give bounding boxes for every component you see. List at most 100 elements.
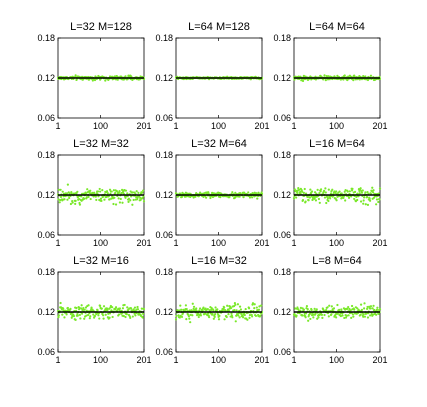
scatter-point	[336, 303, 339, 307]
scatter-point	[187, 315, 190, 318]
scatter-point	[238, 316, 241, 319]
scatter-point	[197, 315, 200, 319]
scatter-point	[359, 187, 362, 190]
scatter-point	[140, 307, 143, 310]
chart-panel: L=64 M=128 0.06 0.12 0.18 1 100 201	[155, 21, 269, 131]
scatter-point	[240, 312, 243, 316]
scatter-point	[258, 305, 261, 308]
y-tick-label: 0.12	[155, 190, 173, 200]
scatter-point	[362, 313, 365, 316]
scatter-point	[80, 312, 84, 315]
scatter-point	[59, 198, 62, 202]
scatter-point	[70, 316, 73, 319]
scatter-point	[297, 308, 300, 311]
scatter-point	[105, 190, 109, 193]
scatter-point	[372, 189, 375, 192]
y-tick-label: 0.18	[37, 150, 55, 160]
scatter-point	[251, 196, 254, 199]
scatter-point	[375, 198, 379, 201]
scatter-point	[378, 198, 381, 201]
scatter-point	[376, 306, 379, 309]
scatter-point	[133, 306, 137, 309]
scatter-point	[106, 192, 109, 195]
x-tick-label: 201	[254, 121, 269, 131]
scatter-point	[243, 313, 246, 317]
scatter-point	[57, 316, 60, 319]
scatter-point	[83, 308, 86, 311]
scatter-point	[80, 307, 83, 310]
scatter-point	[359, 313, 362, 316]
scatter-point	[88, 317, 91, 320]
scatter-point	[372, 191, 375, 194]
x-tick-label: 1	[291, 238, 296, 248]
scatter-point	[174, 318, 178, 321]
scatter-point	[367, 192, 370, 195]
scatter-point	[339, 312, 342, 315]
scatter-point	[365, 312, 368, 315]
scatter-point	[358, 192, 361, 195]
scatter-point	[104, 79, 107, 82]
scatter-point	[340, 192, 343, 195]
scatter-point	[74, 202, 77, 205]
scatter-point	[95, 313, 98, 316]
scatter-point	[260, 304, 263, 307]
scatter-point	[356, 307, 359, 310]
y-tick-label: 0.06	[155, 230, 173, 240]
scatter-point	[259, 314, 262, 317]
scatter-point	[131, 191, 134, 194]
scatter-point	[59, 188, 62, 191]
scatter-point	[314, 312, 317, 315]
scatter-point	[364, 191, 367, 194]
scatter-point	[78, 313, 82, 317]
scatter-point	[132, 198, 135, 202]
scatter-point	[87, 304, 90, 307]
scatter-point	[107, 312, 110, 315]
scatter-point	[375, 308, 379, 311]
scatter-point	[57, 314, 60, 317]
scatter-point	[188, 309, 191, 312]
scatter-point	[299, 306, 302, 309]
scatter-point	[347, 196, 351, 199]
scatter-point	[63, 198, 66, 201]
scatter-point	[335, 316, 338, 319]
x-tick-label: 100	[93, 238, 108, 248]
scatter-point	[351, 313, 355, 316]
scatter-point	[61, 313, 64, 316]
x-tick-label: 100	[329, 355, 344, 365]
scatter-point	[363, 302, 366, 305]
scatter-point	[177, 314, 180, 317]
scatter-point	[129, 316, 132, 319]
scatter-point	[327, 199, 330, 203]
scatter-point	[116, 78, 119, 81]
x-tick-label: 201	[254, 355, 269, 365]
scatter-point	[136, 308, 140, 311]
scatter-point	[131, 315, 134, 318]
y-tick-label: 0.18	[155, 267, 173, 277]
scatter-point	[348, 190, 351, 193]
scatter-point	[141, 196, 144, 199]
scatter-point	[297, 187, 300, 190]
scatter-point	[247, 191, 250, 194]
scatter-point	[230, 312, 233, 315]
scatter-point	[127, 197, 131, 200]
scatter-point	[96, 309, 99, 312]
scatter-point	[317, 316, 320, 319]
scatter-point	[302, 74, 305, 77]
x-tick-label: 100	[329, 238, 344, 248]
scatter-point	[192, 196, 195, 199]
scatter-point	[293, 78, 296, 81]
scatter-point	[336, 312, 339, 315]
x-tick-label: 100	[93, 121, 108, 131]
scatter-point	[133, 312, 136, 315]
scatter-point	[251, 302, 255, 305]
scatter-point	[361, 189, 364, 192]
scatter-point	[117, 197, 120, 200]
chart-panel: L=8 M=64 0.06 0.12 0.18 1 100 201	[273, 255, 387, 365]
scatter-point	[194, 195, 197, 198]
scatter-point	[343, 316, 346, 320]
scatter-point	[301, 314, 304, 317]
scatter-point	[102, 314, 105, 317]
scatter-point	[226, 304, 229, 307]
scatter-point	[180, 195, 184, 198]
y-tick-label: 0.18	[155, 33, 173, 43]
